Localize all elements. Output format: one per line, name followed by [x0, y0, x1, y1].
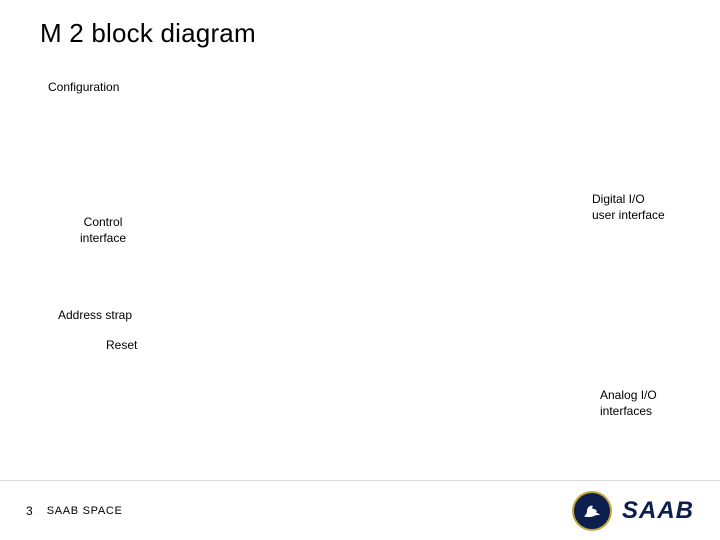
label-control-interface: Control interface: [80, 215, 126, 246]
slide: M 2 block diagram Configuration Control …: [0, 0, 720, 540]
label-analog-io: Analog I/O interfaces: [600, 388, 657, 419]
slide-title: M 2 block diagram: [40, 18, 256, 49]
label-configuration: Configuration: [48, 80, 119, 96]
griffin-icon: [580, 499, 604, 523]
footer-left: 3 SAAB SPACE: [26, 504, 123, 518]
footer-logo: SAAB: [572, 491, 694, 531]
label-digital-io: Digital I/O user interface: [592, 192, 665, 223]
logo-roundel-icon: [572, 491, 612, 531]
footer: 3 SAAB SPACE SAAB: [0, 480, 720, 540]
label-address-strap: Address strap: [58, 308, 132, 324]
footer-org: SAAB SPACE: [47, 505, 123, 517]
page-number: 3: [26, 504, 33, 518]
label-reset: Reset: [106, 338, 137, 354]
logo-wordmark: SAAB: [622, 497, 694, 525]
